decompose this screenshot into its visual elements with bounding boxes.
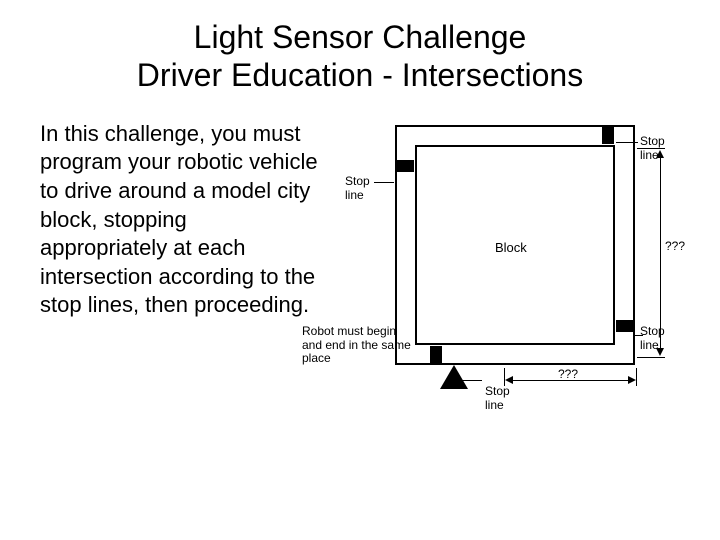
dim-bottom-tick-left xyxy=(504,368,505,386)
dim-right-arrow-up xyxy=(656,150,664,158)
leader-left xyxy=(374,182,394,183)
intersection-diagram: Block Stopline Stopline Stopline Stoplin… xyxy=(330,120,690,440)
robot-note-text: Robot must begin and end in the same pla… xyxy=(302,324,411,366)
dim-bottom-arrow-right xyxy=(628,376,636,384)
dim-bottom-arrow-left xyxy=(505,376,513,384)
dim-right-line xyxy=(660,158,661,348)
title-line-2: Driver Education - Intersections xyxy=(0,56,720,94)
leader-top-right xyxy=(616,142,638,143)
stop-line-bottom xyxy=(430,346,442,364)
title-line-1: Light Sensor Challenge xyxy=(0,18,720,56)
stop-line-bottom-right xyxy=(616,320,634,332)
dim-right-tick-bottom xyxy=(637,357,665,358)
block-label: Block xyxy=(495,240,527,255)
content-row: In this challenge, you must program your… xyxy=(0,95,720,440)
dim-right-label: ??? xyxy=(665,240,685,254)
stop-label-bottom: Stopline xyxy=(485,385,510,413)
robot-note: Robot must begin and end in the same pla… xyxy=(302,325,412,366)
stop-line-left xyxy=(396,160,414,172)
dim-bottom-label: ??? xyxy=(558,368,578,382)
robot-start-marker xyxy=(440,365,468,389)
dim-right-arrow-down xyxy=(656,348,664,356)
slide-title: Light Sensor Challenge Driver Education … xyxy=(0,0,720,95)
stop-label-left: Stopline xyxy=(345,175,370,203)
leader-bottom-right-h xyxy=(635,335,643,336)
dim-bottom-tick-right xyxy=(636,368,637,386)
dim-right-tick-top xyxy=(637,148,665,149)
stop-line-top-right xyxy=(602,126,614,144)
description-text: In this challenge, you must program your… xyxy=(40,120,320,440)
